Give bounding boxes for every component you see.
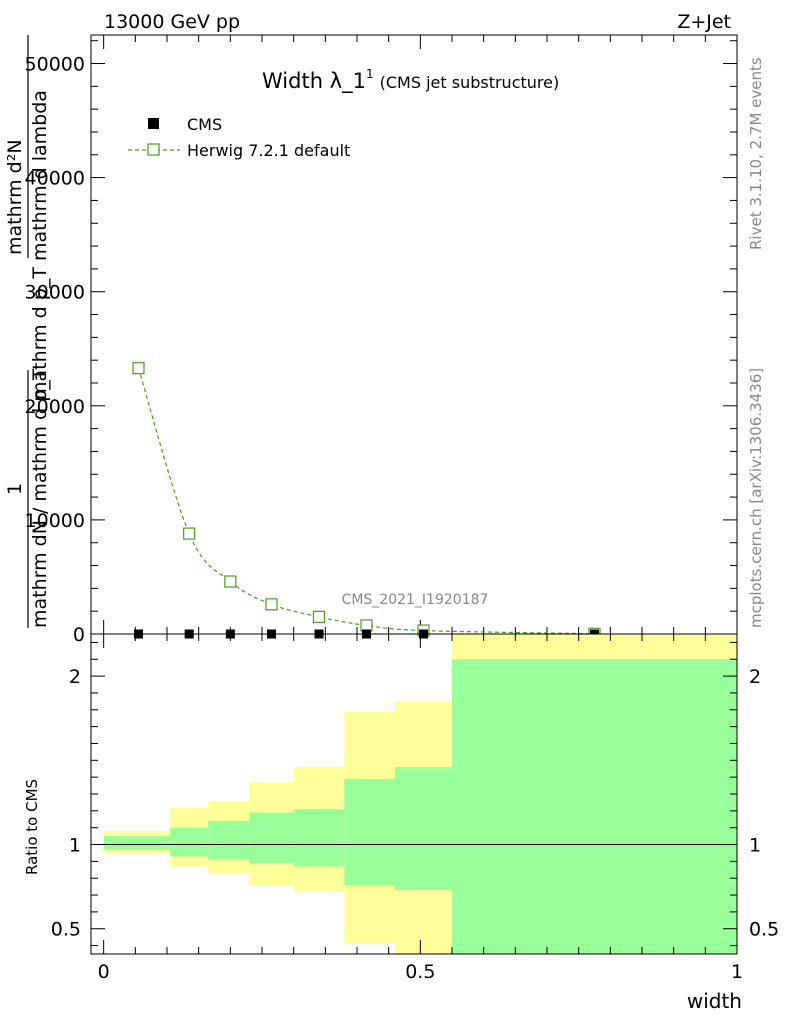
ratio-y-tick-label-right: 1 [749,835,761,857]
legend: CMS Herwig 7.2.1 default [128,115,350,160]
ratio-y-axis-label: Ratio to CMS [23,779,41,875]
process-label: Z+Jet [677,11,731,33]
main-y-tick-label: 20000 [25,396,85,418]
ratio-y-tick-label: 0.5 [51,919,81,941]
ylabel-one: 1 [4,483,26,495]
chart-title-sup: 1 [366,67,374,81]
chart-title-main: Width λ_1 [262,69,366,94]
ratio-green-band [293,809,345,867]
main-y-ticks: 0 10000 20000 30000 40000 50000 [25,40,737,646]
x-tick-label: 0.5 [405,961,435,983]
legend-cms-marker [148,118,159,129]
rivet-info: Rivet 3.1.10, 2.7M events [747,57,765,250]
chart-title: Width λ_11 (CMS jet substructure) [262,67,559,94]
ratio-y-tick-label: 1 [69,835,81,857]
ratio-green-band [103,836,171,850]
herwig-point [132,362,145,375]
herwig-point [224,575,237,588]
x-tick-label: 0 [98,961,110,983]
ylabel-top: mathrm d²N [4,139,26,255]
herwig-point [360,619,373,632]
ratio-y-tick-label: 2 [69,666,81,688]
ratio-bands [103,634,737,954]
herwig-line [137,367,595,635]
ratio-green-band [395,767,452,890]
ratio-y-tick-label-right: 2 [749,666,761,688]
herwig-point [183,527,196,540]
legend-herwig-label: Herwig 7.2.1 default [187,141,350,160]
herwig-point [312,610,326,623]
ratio-y-tick-label-right: 0.5 [749,919,779,941]
main-plot: 0 10000 20000 30000 40000 50000 CMS_2021_I192… [25,34,738,646]
ratio-green-band [208,820,250,860]
x-tick-label: 1 [731,961,743,983]
ratio-green-band [170,827,209,857]
legend-herwig-marker [147,143,160,156]
analysis-watermark: CMS_2021_I1920187 [342,592,489,608]
main-y-tick-label: 50000 [25,54,85,76]
ratio-green-band [452,659,737,954]
main-y-tick-label: 30000 [25,282,85,304]
legend-cms-label: CMS [187,115,222,134]
herwig-point [265,598,278,611]
ylabel-mid: mathrm d p_T mathrm d lambda [29,90,51,400]
x-axis-label: width [687,989,742,1013]
main-y-axis-label: mathrm d²N mathrm d p_T mathrm d lambda … [4,35,51,628]
main-y-tick-label: 10000 [25,510,85,532]
ratio-plot: 0.5 0.51 12 2 0 0.5 1 Ratio to CMS width [23,633,779,1013]
mcplots-info: mcplots.cern.ch [arXiv:1306.3436] [747,368,765,628]
ratio-x-ticks: 0 0.5 1 [98,634,743,983]
ratio-y-ticks: 0.5 0.5 1 1 2 2 [51,641,779,947]
main-y-tick-label: 40000 [25,168,85,190]
main-y-tick-label: 0 [73,624,85,646]
chart-title-sub: (CMS jet substructure) [380,73,560,92]
ylabel-bottom: mathrm dN / mathrm d p_T [29,368,51,628]
energy-label: 13000 GeV pp [104,11,240,33]
ratio-green-band [344,778,395,885]
ratio-green-band [249,812,294,864]
